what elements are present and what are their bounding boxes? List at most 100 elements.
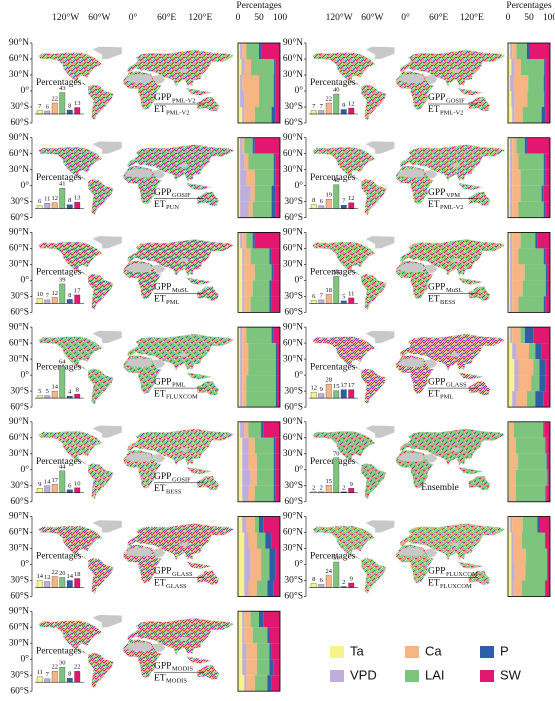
- profile-segment: [275, 59, 280, 75]
- land: [185, 182, 212, 191]
- bar-value: 19: [326, 192, 333, 199]
- profile-segment: [508, 359, 515, 376]
- profile-segment: [269, 296, 272, 313]
- lat-tick-label: 30°S: [284, 196, 303, 207]
- profile-segment: [254, 675, 268, 692]
- profile-segment: [238, 296, 243, 313]
- inset-label: Percentages: [36, 362, 82, 372]
- et-product: PML-V2: [440, 109, 463, 116]
- profile-title: Percentages: [506, 1, 552, 11]
- profile-segment: [273, 437, 276, 454]
- inset-label: Percentages: [36, 646, 82, 656]
- profile-segment: [275, 375, 278, 392]
- land: [196, 380, 220, 396]
- profile-segment: [510, 137, 513, 154]
- profile-segment: [248, 153, 274, 170]
- bar-value: 7: [46, 671, 50, 678]
- profile-segment: [271, 296, 280, 313]
- bar-value: 22: [52, 664, 59, 671]
- profile-segment: [275, 107, 280, 123]
- profile-segment: [261, 548, 270, 565]
- profile-segment: [508, 485, 510, 502]
- profile-segment: [250, 248, 270, 265]
- profile-segment: [259, 516, 264, 533]
- profile-segment: [511, 580, 514, 597]
- bar: [74, 578, 81, 588]
- bar-value: 14: [44, 478, 51, 485]
- bar: [74, 294, 81, 304]
- lat-tick-label: 90°N: [283, 37, 303, 48]
- profile-segment: [254, 232, 280, 249]
- bar: [51, 202, 58, 209]
- map-panel: [38, 330, 235, 405]
- lat-tick-label: 60°S: [10, 401, 29, 412]
- profile-frame: [237, 137, 281, 219]
- lat-tick-label: 0°: [20, 180, 29, 191]
- profile-segment: [238, 169, 241, 186]
- profile-segment: [265, 532, 272, 549]
- bar-value: 9: [350, 575, 353, 582]
- profile-segment: [543, 296, 546, 313]
- profile-segment: [509, 453, 519, 470]
- profile-segment: [250, 185, 255, 202]
- bar: [51, 102, 58, 115]
- bar: [318, 393, 325, 399]
- profile-segment: [525, 564, 548, 581]
- bar-value: 6: [68, 482, 72, 489]
- profile-segment: [273, 453, 276, 470]
- lat-tick-label: 90°N: [9, 511, 29, 522]
- lat-tick-label: 30°N: [9, 637, 29, 648]
- profile-segment: [516, 391, 527, 408]
- lat-tick-label: 0°: [294, 180, 303, 191]
- profile-segment: [242, 391, 247, 408]
- profile-segment: [518, 248, 544, 265]
- profile-segment: [535, 343, 542, 360]
- profile-segment: [254, 485, 274, 502]
- land: [468, 191, 491, 207]
- bar-value: 11: [37, 669, 43, 676]
- bar: [325, 383, 332, 399]
- gpp-product: MuSL: [446, 287, 463, 294]
- no-data-area: [177, 352, 190, 357]
- profile-segment: [248, 437, 255, 454]
- bar-value: 12: [311, 385, 318, 392]
- bar: [44, 485, 51, 493]
- profile-segment: [514, 91, 528, 107]
- bar-value: 2: [312, 484, 315, 491]
- profile-segment: [520, 185, 542, 202]
- bar: [333, 457, 340, 493]
- profile-segment: [508, 437, 510, 454]
- lon-tick-label: 120°E: [188, 12, 212, 23]
- profile-segment: [256, 659, 270, 676]
- lat-tick-label: 90°N: [283, 227, 303, 238]
- bar: [310, 110, 317, 115]
- profile-segment: [238, 627, 243, 644]
- profile-segment: [244, 153, 249, 170]
- profile-segment: [242, 469, 251, 486]
- legend-swatch: [330, 670, 344, 682]
- et-label: ET: [154, 105, 166, 115]
- no-data-area: [92, 46, 122, 59]
- profile-segment: [240, 137, 243, 154]
- profile-segment: [238, 375, 241, 392]
- bar: [74, 393, 81, 399]
- profile-segment: [521, 532, 545, 549]
- gpp-product: GOSIF: [172, 476, 191, 483]
- lat-tick-label: 30°N: [283, 353, 303, 364]
- profile-segment: [512, 327, 521, 344]
- land: [361, 463, 387, 500]
- profile-segment: [242, 327, 247, 344]
- bar-value: 2: [320, 484, 323, 491]
- bar-value: 40: [333, 86, 340, 93]
- bar: [348, 582, 355, 588]
- profile-segment: [275, 437, 280, 454]
- et-product: BESS: [166, 488, 182, 495]
- no-data-area: [177, 636, 190, 642]
- profile-segment: [514, 564, 526, 581]
- pct-tick-label: 0: [506, 13, 511, 23]
- no-data-area: [152, 75, 166, 85]
- profile-segment: [269, 659, 274, 676]
- bar-value: 9: [350, 481, 353, 488]
- profile-segment: [256, 532, 266, 549]
- bar: [310, 391, 317, 399]
